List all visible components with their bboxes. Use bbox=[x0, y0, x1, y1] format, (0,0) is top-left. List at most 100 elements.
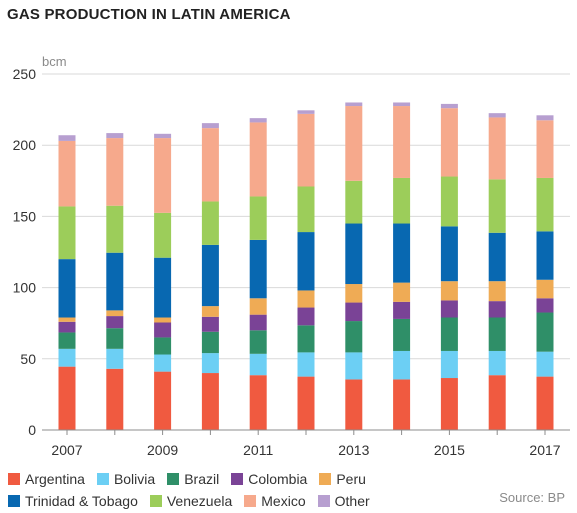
bar-segment bbox=[393, 350, 411, 380]
bar-segment bbox=[249, 298, 267, 315]
x-tick-label: 2009 bbox=[147, 442, 178, 458]
bar-segment bbox=[201, 373, 219, 430]
bar-segment bbox=[106, 138, 124, 206]
source-note: Source: BP bbox=[499, 490, 565, 505]
bar-segment bbox=[488, 350, 506, 376]
bar-segment bbox=[201, 244, 219, 307]
x-tick-label: 2015 bbox=[434, 442, 465, 458]
bar-segment bbox=[345, 180, 363, 224]
bar-segment bbox=[393, 106, 411, 178]
legend-swatch bbox=[96, 473, 109, 485]
legend-label: Venezuela bbox=[166, 493, 233, 509]
bar-segment bbox=[536, 115, 554, 121]
bar-segment bbox=[488, 281, 506, 302]
bar-segment bbox=[154, 337, 172, 355]
bar-segment bbox=[536, 120, 554, 178]
x-tick-label: 2007 bbox=[51, 442, 82, 458]
bar-segment bbox=[536, 376, 554, 430]
bar-segment bbox=[58, 348, 76, 367]
legend-swatch bbox=[244, 495, 257, 507]
bar-segment bbox=[345, 379, 363, 430]
bar-segment bbox=[536, 177, 554, 232]
bar-segment bbox=[440, 103, 458, 109]
bar-segment bbox=[297, 186, 315, 233]
bar-segment bbox=[154, 212, 172, 258]
bar-segment bbox=[154, 317, 172, 323]
bar-segment bbox=[297, 376, 315, 430]
bar-segment bbox=[345, 102, 363, 107]
bar-segment bbox=[106, 205, 124, 253]
bar-segment bbox=[297, 113, 315, 187]
bar-segment bbox=[58, 332, 76, 349]
bar-segment bbox=[440, 108, 458, 177]
bar-segment bbox=[393, 282, 411, 302]
legend-swatch bbox=[317, 495, 330, 507]
bar-segment bbox=[536, 312, 554, 352]
bar-segment bbox=[345, 106, 363, 181]
legend-item: Brazil bbox=[167, 471, 219, 487]
bar-segment bbox=[154, 354, 172, 372]
legend-swatch bbox=[8, 495, 20, 507]
legend-swatch bbox=[167, 473, 180, 485]
legend-swatch bbox=[231, 473, 244, 485]
bar-segment bbox=[393, 102, 411, 107]
legend-item: Bolivia bbox=[96, 471, 156, 487]
bar-segment bbox=[58, 259, 76, 318]
y-tick-label: 50 bbox=[20, 351, 36, 367]
x-tick-label: 2017 bbox=[529, 442, 560, 458]
legend-label: Brazil bbox=[184, 471, 220, 487]
y-tick-label: 0 bbox=[28, 422, 36, 438]
bar-segment bbox=[488, 179, 506, 233]
bar-segment bbox=[58, 135, 76, 141]
bar-segment bbox=[536, 298, 554, 313]
legend-label: Bolivia bbox=[113, 471, 156, 487]
bar-segment bbox=[58, 206, 76, 260]
bar-segment bbox=[201, 128, 219, 202]
bar-segment bbox=[345, 223, 363, 285]
bar-segment bbox=[440, 317, 458, 351]
bar-segment bbox=[345, 302, 363, 322]
bar-segment bbox=[440, 176, 458, 227]
bar-segment bbox=[249, 239, 267, 299]
y-tick-label: 200 bbox=[13, 137, 37, 153]
legend-label: Argentina bbox=[25, 471, 85, 487]
bar-segment bbox=[58, 321, 76, 333]
bar-segment bbox=[58, 317, 76, 322]
bar-segment bbox=[297, 290, 315, 308]
bar-segment bbox=[58, 366, 76, 430]
bar-segment bbox=[297, 110, 315, 114]
bar-segment bbox=[154, 133, 172, 139]
bar-segment bbox=[106, 328, 124, 349]
x-tick-label: 2013 bbox=[338, 442, 369, 458]
bar-segment bbox=[154, 138, 172, 213]
legend: Argentina Bolivia Brazil Colombia Peru Trini… bbox=[8, 468, 568, 512]
legend-item: Other bbox=[317, 493, 370, 509]
legend-label: Other bbox=[334, 493, 370, 509]
bar-segment bbox=[440, 281, 458, 301]
bar-segment bbox=[488, 117, 506, 180]
legend-item: Argentina bbox=[8, 471, 85, 487]
legend-label: Trinidad & Tobago bbox=[25, 493, 138, 509]
bar-segment bbox=[345, 321, 363, 353]
legend-label: Colombia bbox=[248, 471, 308, 487]
bar-segment bbox=[488, 232, 506, 282]
bar-segment bbox=[488, 113, 506, 118]
bar-segment bbox=[201, 123, 219, 129]
bar-segment bbox=[106, 368, 124, 430]
bar-segment bbox=[297, 232, 315, 291]
bar-segment bbox=[393, 177, 411, 224]
bar-segment bbox=[440, 350, 458, 379]
legend-row: Trinidad & Tobago Venezuela Mexico Other bbox=[8, 490, 568, 512]
bar-segment bbox=[106, 348, 124, 369]
x-tick-label: 2011 bbox=[243, 442, 273, 458]
legend-swatch bbox=[149, 495, 162, 507]
bar-segment bbox=[249, 196, 267, 240]
y-axis-unit-label: bcm bbox=[42, 54, 67, 69]
bar-segment bbox=[249, 118, 267, 123]
y-tick-label: 150 bbox=[13, 208, 37, 224]
bar-segment bbox=[106, 133, 124, 139]
bar-segment bbox=[201, 331, 219, 354]
bar-segment bbox=[393, 301, 411, 319]
bar-segment bbox=[106, 316, 124, 329]
